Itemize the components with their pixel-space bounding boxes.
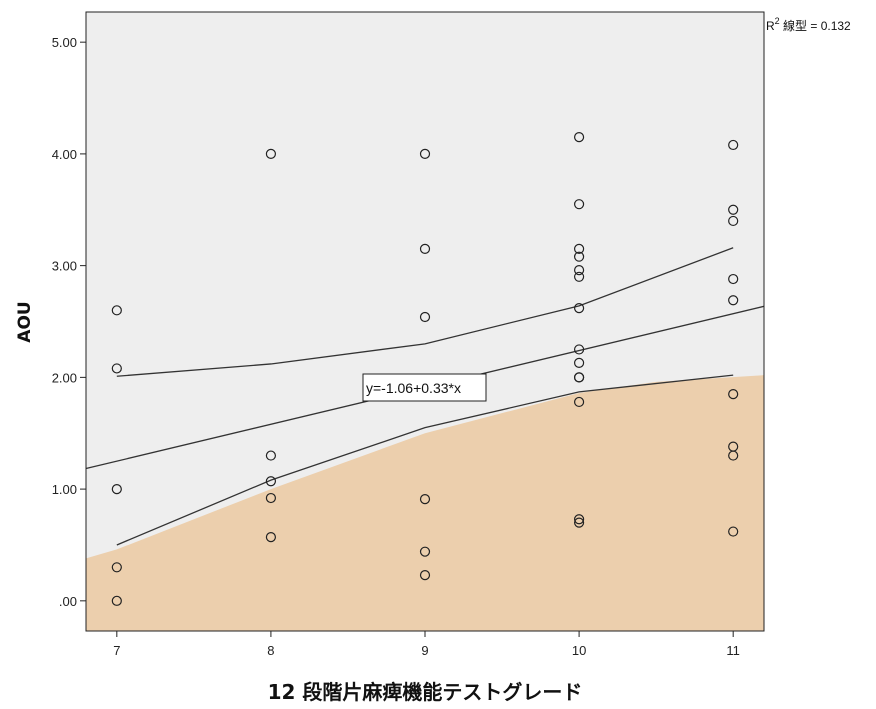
data-point	[265, 532, 277, 543]
data-point	[728, 295, 739, 306]
ci-lower-line	[116, 374, 734, 546]
data-point	[573, 372, 585, 383]
data-point	[573, 302, 585, 314]
data-point	[419, 148, 431, 160]
data-point	[728, 389, 739, 400]
y-tick-label: 3.00	[52, 259, 77, 274]
data-point	[419, 546, 431, 557]
data-point	[573, 514, 585, 525]
data-point	[265, 148, 277, 160]
data-point	[419, 243, 431, 254]
data-point	[573, 265, 585, 276]
data-point	[265, 492, 277, 504]
x-tick-label: 11	[726, 643, 740, 658]
data-point	[573, 396, 585, 408]
data-point	[111, 363, 122, 374]
data-point	[111, 305, 122, 316]
data-point	[728, 450, 739, 461]
y-tick-label: 1.00	[52, 482, 77, 497]
x-tick-label: 7	[113, 643, 120, 658]
y-axis-title: AOU	[15, 301, 35, 342]
y-axis: .00 1.00 2.00 3.00 4.00 5.00	[52, 35, 86, 609]
x-tick-label: 9	[421, 643, 428, 658]
x-axis-title: 12 段階片麻痺機能テストグレード	[268, 680, 583, 704]
data-point	[573, 199, 585, 210]
data-point	[265, 476, 277, 487]
y-tick-label: .00	[59, 594, 77, 609]
data-point	[728, 273, 739, 285]
data-point	[419, 311, 431, 323]
y-tick-label: 4.00	[52, 147, 77, 162]
data-point	[265, 450, 277, 461]
r-squared-label: R2 線型 = 0.132	[766, 16, 851, 33]
data-point	[728, 204, 739, 215]
data-point	[728, 526, 739, 537]
fit-equation: y=-1.06+0.33*x	[366, 380, 461, 396]
data-point	[111, 483, 122, 495]
data-point	[573, 517, 585, 528]
y-tick-label: 2.00	[52, 370, 77, 385]
data-point	[419, 570, 431, 581]
data-point	[419, 494, 431, 505]
data-point	[573, 271, 585, 282]
data-point	[573, 251, 585, 262]
data-point	[573, 357, 585, 368]
data-point	[573, 344, 585, 355]
data-point	[573, 243, 585, 254]
data-point	[728, 215, 739, 227]
data-point	[111, 562, 122, 573]
data-point	[728, 139, 739, 151]
data-point	[573, 132, 585, 143]
data-points	[111, 132, 739, 606]
data-point	[111, 595, 122, 606]
x-tick-label: 8	[267, 643, 274, 658]
x-axis: 7 8 9 10 11	[113, 631, 740, 658]
fit-equation-box: y=-1.06+0.33*x	[362, 373, 487, 402]
confidence-lines	[116, 247, 734, 546]
y-tick-label: 5.00	[52, 35, 77, 50]
x-tick-label: 10	[572, 643, 586, 658]
ci-upper-line	[116, 247, 734, 377]
